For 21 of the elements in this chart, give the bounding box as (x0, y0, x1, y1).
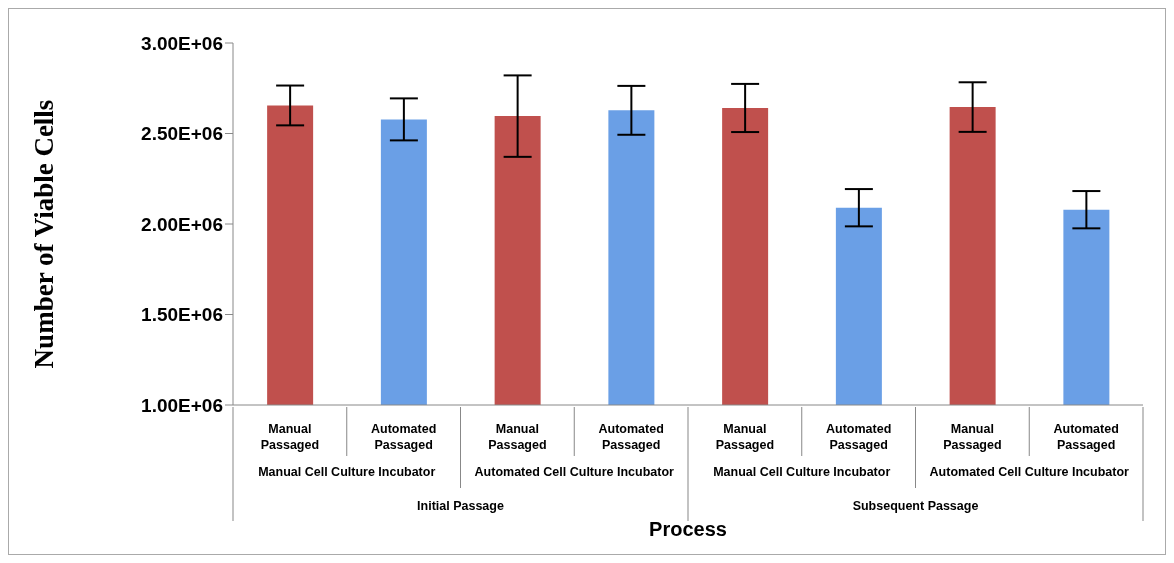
text: Manual Cell Culture Incubator (713, 465, 891, 479)
y-tick-label: 1.50E+06 (141, 304, 223, 326)
y-axis-title: Number of Viable Cells (29, 99, 59, 369)
y-tick-label: 1.00E+06 (141, 394, 223, 416)
x-tick-label: Automated Passaged (825, 422, 892, 452)
x-tick-label: Automated Passaged (598, 422, 664, 452)
y-tick-label: 2.00E+06 (141, 213, 223, 235)
text: Automated Cell Culture Incubator (474, 465, 675, 479)
text: Initial Passage (417, 499, 504, 513)
text: Subsequent Passage (852, 499, 979, 513)
x-axis-title: Process (649, 518, 727, 540)
x-tick-label: Manual Passaged (488, 422, 547, 452)
text: Manual Cell Culture Incubator (258, 465, 436, 479)
text: Automated Cell Culture Incubator (929, 465, 1130, 479)
y-tick-label: 2.50E+06 (141, 123, 223, 145)
x-tick-label: Automated Passaged (1053, 422, 1119, 452)
x-tick-label: Manual Passaged (260, 422, 320, 452)
x-tick-label: Manual Passaged (943, 422, 1002, 452)
x-tick-label: Manual Passaged (715, 422, 775, 452)
x-tick-label: Automated Passaged (370, 422, 437, 452)
y-tick-label: 3.00E+06 (141, 32, 223, 54)
